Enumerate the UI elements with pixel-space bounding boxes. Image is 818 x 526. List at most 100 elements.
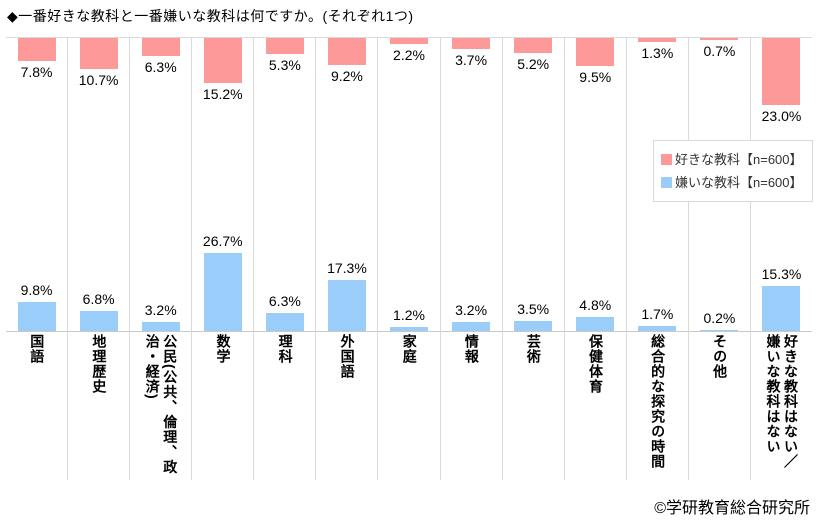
category-label-text: 保健体育 (587, 334, 604, 394)
bar-disliked (79, 311, 118, 331)
value-label-favorite: 2.2% (393, 47, 425, 64)
value-label-favorite: 15.2% (202, 85, 243, 102)
chart-column: 10.7% 6.8% (68, 38, 131, 331)
category-label: 国語 (6, 331, 69, 480)
bar-favorite (203, 38, 242, 83)
bar-favorite (327, 38, 366, 65)
category-label-text: 地理歴史 (91, 334, 108, 394)
value-label-favorite: 9.5% (579, 68, 612, 85)
category-label: 保健体育 (565, 331, 627, 480)
category-label: 公民(公共、倫理、政治・経済) (130, 331, 193, 480)
value-label-disliked: 4.8% (579, 296, 612, 313)
value-label-disliked: 15.3% (761, 266, 802, 283)
bar-disliked (203, 252, 242, 331)
bar-disliked (265, 312, 304, 331)
value-label-favorite: 6.3% (144, 59, 177, 76)
category-label: 数学 (192, 331, 255, 480)
category-label: 好きな教科はない／嫌いな教科はない (751, 331, 812, 480)
bar-favorite (265, 38, 304, 54)
category-label: 総合的な探究の時間 (627, 331, 689, 480)
bar-disliked (327, 280, 366, 331)
bar-disliked (452, 321, 491, 331)
legend-item-favorite: 好きな教科【n=600】 (661, 148, 803, 171)
category-label-text: 理科 (277, 334, 294, 364)
value-label-disliked: 0.2% (703, 310, 736, 327)
category-label-text: 家庭 (401, 334, 418, 364)
bar-disliked (17, 302, 56, 331)
value-label-disliked: 6.3% (268, 292, 301, 309)
plot-area: 7.8% 9.8% 10.7% 6.8% 6.3% 3.2% 15.2% 26.7% 5.3% 6… (6, 37, 812, 332)
value-label-disliked: 3.5% (517, 300, 550, 317)
bar-favorite (700, 38, 739, 41)
value-label-disliked: 17.3% (327, 260, 367, 277)
bar-favorite (638, 38, 677, 42)
value-label-disliked: 1.7% (641, 306, 674, 323)
chart-title: ◆一番好きな教科と一番嫌いな教科は何ですか。(それぞれ1つ) (7, 8, 414, 24)
legend-label-disliked: 嫌いな教科【n=600】 (675, 175, 803, 190)
chart-column: 2.2% 1.2% (378, 38, 441, 331)
bar-favorite (141, 38, 180, 57)
value-label-disliked: 3.2% (144, 301, 177, 318)
value-label-favorite: 10.7% (78, 72, 119, 89)
legend-swatch-disliked-icon (661, 177, 672, 188)
category-label-text: 総合的な探究の時間 (650, 334, 667, 469)
bar-favorite (17, 38, 56, 61)
value-label-disliked: 9.8% (20, 282, 53, 299)
bar-disliked (576, 316, 615, 331)
category-label: 外国語 (316, 331, 379, 480)
value-label-favorite: 0.7% (703, 43, 736, 60)
value-label-disliked: 6.8% (82, 291, 115, 308)
value-label-disliked: 1.2% (393, 307, 425, 324)
bar-favorite (514, 38, 553, 54)
category-label-text: 国語 (29, 334, 46, 364)
bar-favorite (452, 38, 491, 49)
value-label-favorite: 5.2% (517, 56, 550, 73)
value-label-favorite: 23.0% (761, 108, 802, 125)
category-axis: 国語 地理歴史 公民(公共、倫理、政治・経済) 数学 理科 外国語 家庭 情報 芸術 保健体育 総合… (6, 331, 812, 480)
category-label-text: 好きな教科はない／嫌いな教科はない (765, 334, 799, 469)
bar-favorite (576, 38, 615, 66)
legend: 好きな教科【n=600】 嫌いな教科【n=600】 (653, 140, 813, 202)
value-label-disliked: 26.7% (202, 232, 243, 249)
bar-disliked (390, 327, 428, 331)
chart-column: 6.3% 3.2% (130, 38, 193, 331)
category-label-text: その他 (712, 334, 729, 379)
chart-column: 7.8% 9.8% (6, 38, 69, 331)
category-label: 芸術 (503, 331, 565, 480)
bar-disliked (638, 326, 677, 331)
category-label-text: 外国語 (339, 334, 356, 379)
value-label-favorite: 7.8% (20, 63, 53, 80)
bar-disliked (762, 286, 801, 331)
category-label: 地理歴史 (68, 331, 131, 480)
value-label-favorite: 3.7% (455, 51, 488, 68)
chart-column: 5.3% 6.3% (254, 38, 317, 331)
chart-column: 9.5% 4.8% (565, 38, 627, 331)
bar-disliked (700, 330, 739, 331)
category-label: 情報 (441, 331, 503, 480)
bar-favorite (762, 38, 801, 106)
category-label-text: 芸術 (525, 334, 542, 364)
value-label-favorite: 9.2% (330, 67, 363, 84)
copyright: ©学研教育総合研究所 (654, 500, 810, 517)
value-label-favorite: 1.3% (641, 44, 674, 61)
legend-swatch-favorite-icon (661, 154, 672, 165)
chart-column: 9.2% 17.3% (316, 38, 379, 331)
chart-column: 5.2% 3.5% (503, 38, 565, 331)
bar-favorite (79, 38, 118, 70)
legend-label-favorite: 好きな教科【n=600】 (675, 152, 803, 167)
category-label-text: 情報 (463, 334, 480, 364)
category-label: 家庭 (378, 331, 441, 480)
legend-item-disliked: 嫌いな教科【n=600】 (661, 171, 803, 194)
category-label: その他 (689, 331, 751, 480)
chart-column: 15.2% 26.7% (192, 38, 255, 331)
chart-column: 23.0% 15.3% (751, 38, 812, 331)
category-label: 理科 (254, 331, 317, 480)
bar-disliked (141, 321, 180, 331)
value-label-disliked: 3.2% (455, 301, 488, 318)
category-label-text: 公民(公共、倫理、政治・経済) (144, 334, 179, 475)
category-label-text: 数学 (215, 334, 232, 364)
bar-disliked (514, 320, 553, 331)
chart-column: 3.7% 3.2% (441, 38, 503, 331)
bar-favorite (390, 38, 428, 45)
value-label-favorite: 5.3% (268, 56, 301, 73)
